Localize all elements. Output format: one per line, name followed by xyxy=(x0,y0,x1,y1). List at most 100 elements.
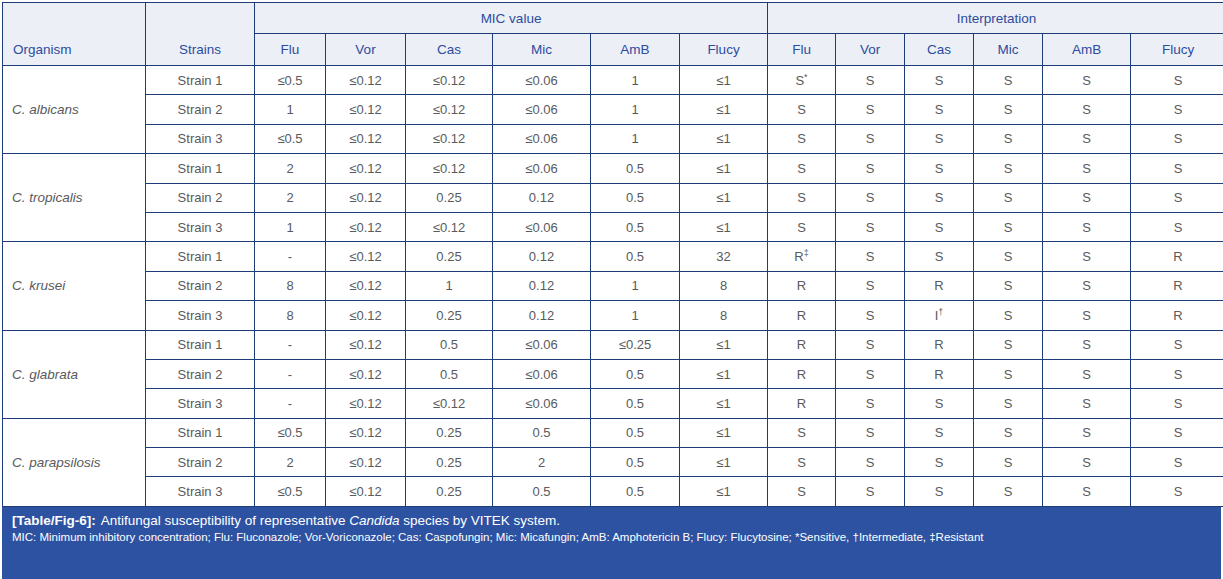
mic-value-cell: ≤0.06 xyxy=(493,359,591,388)
mic-value-cell: ≤0.12 xyxy=(406,66,493,95)
interpretation-cell: R‡ xyxy=(768,242,836,271)
interpretation-cell: S xyxy=(1131,477,1223,506)
strain-cell: Strain 3 xyxy=(146,212,255,241)
strains-column-header: Strains xyxy=(146,3,255,66)
mic-value-cell: ≤0.06 xyxy=(493,154,591,183)
interpretation-cell: S xyxy=(1131,154,1223,183)
interpretation-cell: S xyxy=(1043,359,1131,388)
header-group-row: Organism Strains MIC value Interpretatio… xyxy=(3,3,1223,34)
mic-value-cell: ≤1 xyxy=(680,389,768,418)
mic-value-cell: ≤0.06 xyxy=(493,212,591,241)
interp-mic-header: Mic xyxy=(974,34,1043,66)
mic-value-cell: 1 xyxy=(255,95,326,124)
interpretation-cell: S xyxy=(905,448,974,477)
mic-value-cell: 1 xyxy=(255,212,326,241)
strain-cell: Strain 2 xyxy=(146,448,255,477)
interpretation-cell: S xyxy=(768,124,836,153)
interpretation-cell: S xyxy=(836,448,905,477)
mic-value-cell: ≤0.06 xyxy=(493,330,591,359)
interpretation-cell: S xyxy=(1043,448,1131,477)
strain-cell: Strain 1 xyxy=(146,330,255,359)
footnote-marker: * xyxy=(804,71,808,81)
mic-value-cell: 0.12 xyxy=(493,242,591,271)
mic-value-cell: ≤0.12 xyxy=(326,212,406,241)
mic-value-cell: 0.25 xyxy=(406,301,493,330)
organism-cell: C. parapsilosis xyxy=(3,418,146,506)
interpretation-cell: S xyxy=(768,95,836,124)
interpretation-cell: S xyxy=(1043,301,1131,330)
mic-value-cell: 0.25 xyxy=(406,183,493,212)
mic-value-cell: ≤0.12 xyxy=(326,66,406,95)
mic-value-cell: ≤0.12 xyxy=(326,418,406,447)
mic-value-cell: - xyxy=(255,359,326,388)
mic-value-cell: ≤0.12 xyxy=(406,389,493,418)
interpretation-cell: R xyxy=(768,359,836,388)
interpretation-cell: S xyxy=(905,389,974,418)
mic-value-cell: 8 xyxy=(255,301,326,330)
interpretation-cell: S xyxy=(836,242,905,271)
interpretation-cell: S xyxy=(905,477,974,506)
interpretation-cell: S xyxy=(836,95,905,124)
mic-value-cell: ≤0.12 xyxy=(406,124,493,153)
mic-value-cell: 0.5 xyxy=(591,154,680,183)
interpretation-cell: R xyxy=(905,271,974,300)
mic-value-cell: ≤1 xyxy=(680,124,768,153)
interpretation-cell: S xyxy=(1131,212,1223,241)
table-row: Strain 3≤0.5≤0.12≤0.12≤0.061≤1SSSSSS xyxy=(3,124,1223,153)
interpretation-cell: S xyxy=(905,124,974,153)
interpretation-cell: S xyxy=(768,212,836,241)
caption-species: Candida xyxy=(349,513,399,528)
mic-value-cell: ≤0.06 xyxy=(493,124,591,153)
interpretation-cell: S xyxy=(974,183,1043,212)
table-row: Strain 21≤0.12≤0.12≤0.061≤1SSSSSS xyxy=(3,95,1223,124)
interpretation-cell: S xyxy=(1131,330,1223,359)
table-body: C. albicansStrain 1≤0.5≤0.12≤0.12≤0.061≤… xyxy=(3,66,1223,507)
mic-value-cell: 0.5 xyxy=(406,330,493,359)
mic-value-cell: 1 xyxy=(591,95,680,124)
mic-value-cell: 2 xyxy=(255,448,326,477)
interpretation-cell: S xyxy=(974,66,1043,95)
interpretation-cell: S xyxy=(1131,183,1223,212)
interpretation-cell: S xyxy=(974,389,1043,418)
interpretation-cell: S xyxy=(836,389,905,418)
mic-value-cell: 1 xyxy=(406,271,493,300)
interpretation-cell: R xyxy=(768,330,836,359)
table-row: Strain 22≤0.120.250.120.5≤1SSSSSS xyxy=(3,183,1223,212)
mic-value-cell: 2 xyxy=(255,154,326,183)
mic-value-cell: ≤0.12 xyxy=(326,301,406,330)
interp-cas-header: Cas xyxy=(905,34,974,66)
interpretation-cell: S* xyxy=(768,66,836,95)
mic-value-cell: 32 xyxy=(680,242,768,271)
interpretation-cell: R xyxy=(768,271,836,300)
mic-value-cell: 0.12 xyxy=(493,301,591,330)
organism-cell: C. albicans xyxy=(3,66,146,154)
mic-value-cell: ≤0.06 xyxy=(493,95,591,124)
interpretation-cell: S xyxy=(1131,418,1223,447)
mic-value-cell: ≤1 xyxy=(680,418,768,447)
mic-mic-header: Mic xyxy=(493,34,591,66)
interpretation-cell: S xyxy=(905,418,974,447)
mic-value-cell: 0.12 xyxy=(493,271,591,300)
mic-value-cell: 2 xyxy=(493,448,591,477)
mic-value-cell: 0.5 xyxy=(591,212,680,241)
mic-value-cell: 0.5 xyxy=(493,477,591,506)
table-row: Strain 2-≤0.120.5≤0.060.5≤1RSRSSS xyxy=(3,359,1223,388)
interpretation-cell: S xyxy=(974,301,1043,330)
interpretation-cell: S xyxy=(974,418,1043,447)
interpretation-cell: S xyxy=(1043,66,1131,95)
page: Organism Strains MIC value Interpretatio… xyxy=(0,0,1223,579)
table-row: Strain 3-≤0.12≤0.12≤0.060.5≤1RSSSSS xyxy=(3,389,1223,418)
organism-cell: C. tropicalis xyxy=(3,154,146,242)
mic-value-cell: 8 xyxy=(255,271,326,300)
table-header: Organism Strains MIC value Interpretatio… xyxy=(3,3,1223,66)
mic-vor-header: Vor xyxy=(326,34,406,66)
organism-cell: C. krusei xyxy=(3,242,146,330)
mic-value-cell: 1 xyxy=(591,124,680,153)
interpretation-cell: S xyxy=(1043,477,1131,506)
interpretation-cell: S xyxy=(768,477,836,506)
mic-value-cell: ≤0.25 xyxy=(591,330,680,359)
mic-value-cell: ≤0.12 xyxy=(326,242,406,271)
organism-cell: C. glabrata xyxy=(3,330,146,418)
strain-cell: Strain 2 xyxy=(146,271,255,300)
mic-value-cell: 0.25 xyxy=(406,242,493,271)
